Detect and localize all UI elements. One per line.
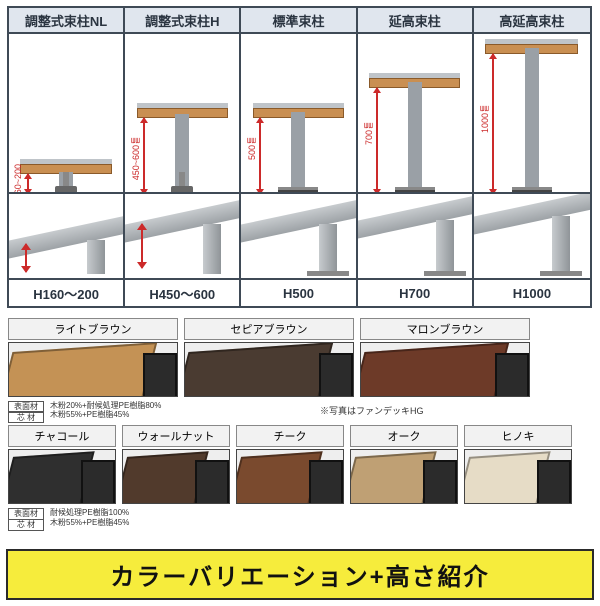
banner-title: カラーバリエーション+高さ紹介 (6, 549, 594, 600)
color-name: ウォールナット (122, 425, 230, 447)
color-swatch (8, 342, 178, 397)
spec-surface-2: 耐候処理PE樹脂100% (50, 508, 129, 517)
lbl-1: H450～600 (125, 280, 241, 306)
color-variations: ライトブラウンセピアブラウンマロンブラウン 表面材 木粉20%+耐候処理PE樹脂… (8, 318, 592, 527)
color-name: チーク (236, 425, 344, 447)
color-swatch (122, 449, 230, 504)
tag-surface-2: 表面材 (8, 508, 44, 519)
spec-surface-1: 木粉20%+耐候処理PE樹脂80% (50, 401, 161, 410)
lbl-4: H1000 (474, 280, 590, 306)
elev-4: 1000㎜ (474, 34, 590, 194)
color-name: オーク (350, 425, 458, 447)
iso-0 (9, 194, 125, 280)
color-swatch (464, 449, 572, 504)
material-note-1: 表面材 木粉20%+耐候処理PE樹脂80% 芯 材 木粉55%+PE樹脂45% (8, 401, 308, 419)
color-name: チャコール (8, 425, 116, 447)
color-name: セピアブラウン (184, 318, 354, 340)
photo-note: ※写真はファンデッキHG (320, 404, 424, 419)
hdr-3: 延高束柱 (358, 8, 474, 34)
hdr-2: 標準束柱 (241, 8, 357, 34)
elev-1: 450~600㎜ (125, 34, 241, 194)
iso-3 (358, 194, 474, 280)
lbl-2: H500 (241, 280, 357, 306)
lbl-0: H160～200 (9, 280, 125, 306)
color-swatch (184, 342, 354, 397)
lbl-3: H700 (358, 280, 474, 306)
iso-1 (125, 194, 241, 280)
color-name: マロンブラウン (360, 318, 530, 340)
color-swatch (360, 342, 530, 397)
color-swatch (236, 449, 344, 504)
hdr-0: 調整式束柱NL (9, 8, 125, 34)
color-swatch (8, 449, 116, 504)
iso-2 (241, 194, 357, 280)
elev-0: 160~200㎜ (9, 34, 125, 194)
spec-core-1: 木粉55%+PE樹脂45% (50, 410, 129, 419)
tag-core-1: 芯 材 (8, 412, 44, 423)
tag-core-2: 芯 材 (8, 519, 44, 530)
color-swatch (350, 449, 458, 504)
hdr-1: 調整式束柱H (125, 8, 241, 34)
material-note-2: 表面材 耐候処理PE樹脂100% 芯 材 木粉55%+PE樹脂45% (8, 508, 308, 526)
hdr-4: 高延高束柱 (474, 8, 590, 34)
elev-2: 500㎜ (241, 34, 357, 194)
iso-4 (474, 194, 590, 280)
elev-3: 700㎜ (358, 34, 474, 194)
tag-surface-1: 表面材 (8, 401, 44, 412)
color-name: ヒノキ (464, 425, 572, 447)
spec-core-2: 木粉55%+PE樹脂45% (50, 518, 129, 527)
post-height-table: 調整式束柱NL 調整式束柱H 標準束柱 延高束柱 高延高束柱 160~200㎜ … (7, 6, 592, 308)
color-name: ライトブラウン (8, 318, 178, 340)
